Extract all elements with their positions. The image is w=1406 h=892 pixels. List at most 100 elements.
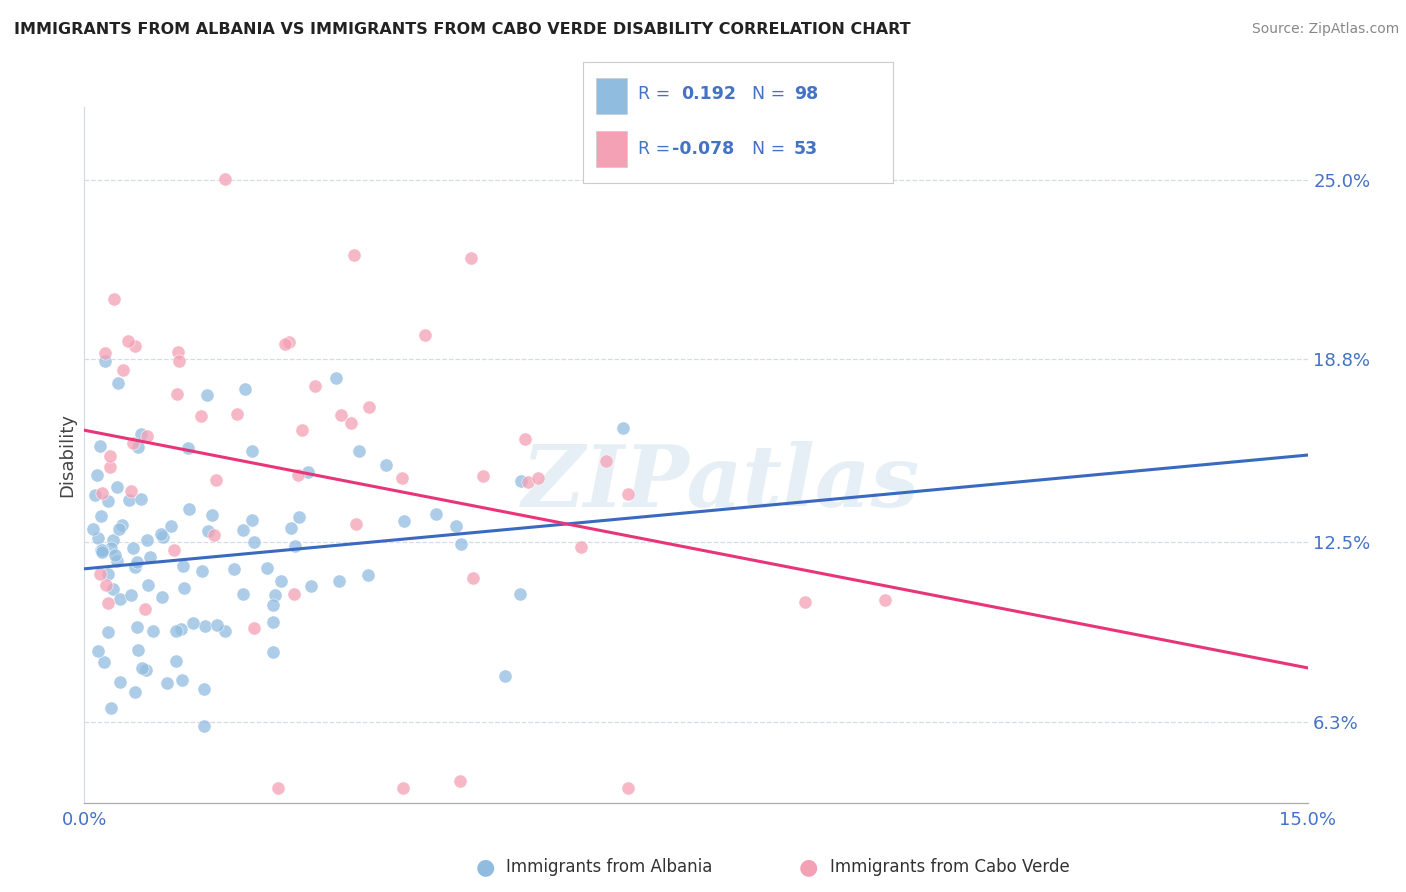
Point xyxy=(415,327,437,342)
Point xyxy=(135,664,157,678)
Point xyxy=(299,579,322,593)
Point xyxy=(117,334,139,348)
Point xyxy=(173,581,195,595)
Point xyxy=(90,509,112,524)
Point xyxy=(149,527,172,541)
Point xyxy=(225,407,247,421)
Point xyxy=(84,488,107,502)
Text: Immigrants from Cabo Verde: Immigrants from Cabo Verde xyxy=(830,858,1070,876)
Text: R =: R = xyxy=(638,86,669,103)
Point xyxy=(104,548,127,562)
Point xyxy=(375,458,398,473)
Point xyxy=(262,615,284,630)
Point xyxy=(287,468,309,483)
Point xyxy=(357,400,380,414)
Point xyxy=(107,376,129,390)
Point xyxy=(197,524,219,538)
Point xyxy=(304,379,326,393)
Point xyxy=(513,432,536,446)
Point xyxy=(86,468,108,483)
Point xyxy=(263,645,285,659)
Point xyxy=(262,598,284,612)
Text: 53: 53 xyxy=(794,139,818,158)
Point xyxy=(98,449,121,463)
Point xyxy=(297,465,319,479)
Point xyxy=(232,523,254,537)
Point xyxy=(193,682,215,697)
Point xyxy=(243,621,266,635)
Point xyxy=(471,468,494,483)
Point xyxy=(242,443,264,458)
Point xyxy=(112,363,135,377)
Point xyxy=(349,444,371,458)
Point xyxy=(94,346,117,360)
Point xyxy=(283,587,305,601)
Point xyxy=(274,336,297,351)
Point xyxy=(195,388,218,402)
Point xyxy=(120,483,142,498)
Point xyxy=(201,508,224,523)
Point xyxy=(103,582,125,596)
Point xyxy=(177,441,200,455)
Point xyxy=(124,339,146,353)
Point xyxy=(82,522,104,536)
Point xyxy=(325,371,347,385)
Point xyxy=(616,487,638,501)
Point xyxy=(222,562,245,576)
Text: Source: ZipAtlas.com: Source: ZipAtlas.com xyxy=(1251,22,1399,37)
Point xyxy=(214,624,236,639)
Point xyxy=(264,587,287,601)
Point xyxy=(124,559,146,574)
Point xyxy=(127,440,149,454)
Point xyxy=(93,656,115,670)
Point xyxy=(612,420,634,434)
Point xyxy=(288,510,311,524)
Point xyxy=(202,528,225,542)
Point xyxy=(280,521,302,535)
Point xyxy=(129,426,152,441)
Y-axis label: Disability: Disability xyxy=(58,413,76,497)
Point xyxy=(108,591,131,606)
Point xyxy=(94,354,117,368)
Point xyxy=(134,602,156,616)
Point xyxy=(150,590,173,604)
Point xyxy=(284,539,307,553)
Point xyxy=(136,578,159,592)
Point xyxy=(191,564,214,578)
Point xyxy=(205,473,228,487)
Point xyxy=(617,781,640,796)
Point xyxy=(103,292,125,306)
Point xyxy=(190,409,212,423)
Point xyxy=(124,685,146,699)
Point xyxy=(131,661,153,675)
Point xyxy=(256,561,278,575)
Bar xyxy=(596,78,627,114)
Point xyxy=(391,470,413,484)
Point xyxy=(193,719,215,733)
Point xyxy=(108,675,131,690)
Point xyxy=(460,251,482,265)
Point xyxy=(461,571,484,585)
Point xyxy=(277,335,299,350)
Point xyxy=(105,480,128,494)
Point xyxy=(357,568,380,582)
Point xyxy=(97,596,120,610)
Point xyxy=(172,559,194,574)
Point xyxy=(105,554,128,568)
Point xyxy=(98,460,121,475)
Point xyxy=(127,642,149,657)
Point xyxy=(125,555,148,569)
Point xyxy=(121,436,143,450)
Point xyxy=(509,587,531,601)
Text: N =: N = xyxy=(752,139,786,158)
Point xyxy=(100,541,122,556)
Point xyxy=(97,625,120,640)
Text: ●: ● xyxy=(799,857,818,877)
Point xyxy=(446,518,468,533)
Point xyxy=(595,454,617,468)
Point xyxy=(179,501,201,516)
Point xyxy=(167,345,190,359)
Point xyxy=(152,530,174,544)
Point xyxy=(172,673,194,687)
Point xyxy=(97,494,120,508)
